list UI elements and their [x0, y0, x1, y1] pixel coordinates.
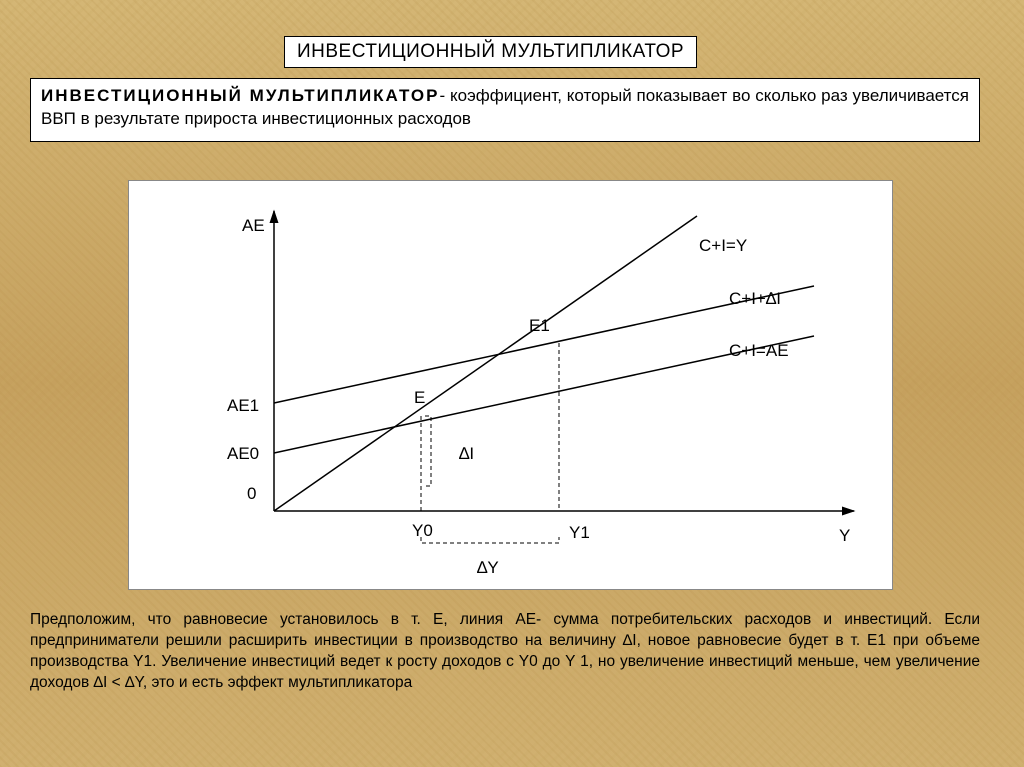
chart-svg: Y AE AE1 AE0 0 Y0 Y1 C+I=Y C+I+∆I C+I=AE E E1 ∆I ∆Y [129, 181, 894, 591]
y-tick-label: AE1 [227, 396, 259, 415]
chart-line-label-lower: C+I=AE [729, 341, 789, 360]
x-axis-label: Y [839, 526, 850, 545]
chart-panel: Y AE AE1 AE0 0 Y0 Y1 C+I=Y C+I+∆I C+I=AE E E1 ∆I ∆Y [128, 180, 893, 590]
bottom-text: Предположим, что равновесие установилось… [30, 611, 980, 691]
definition-term: ИНВЕСТИЦИОННЫЙ МУЛЬТИПЛИКАТОР [41, 86, 440, 105]
delta-i-label: ∆I [459, 444, 474, 463]
y-tick-label: AE0 [227, 444, 259, 463]
delta-y-label: ∆Y [477, 558, 499, 577]
delta-i-bracket [425, 416, 431, 486]
chart-line-label-upper: C+I+∆I [729, 289, 781, 308]
y-axis-label: AE [242, 216, 265, 235]
y-tick-label: 0 [247, 484, 256, 503]
chart-line-label-45deg: C+I=Y [699, 236, 747, 255]
title-text: ИНВЕСТИЦИОННЫЙ МУЛЬТИПЛИКАТОР [297, 41, 684, 62]
bottom-explanation: Предположим, что равновесие установилось… [30, 610, 980, 694]
page-title: ИНВЕСТИЦИОННЫЙ МУЛЬТИПЛИКАТОР [284, 36, 697, 68]
point-label-E: E [414, 388, 425, 407]
x-tick-label: Y1 [569, 523, 590, 542]
point-label-E1: E1 [529, 316, 550, 335]
delta-y-bracket [421, 537, 559, 543]
definition-box: ИНВЕСТИЦИОННЫЙ МУЛЬТИПЛИКАТОР- коэффицие… [30, 78, 980, 142]
chart-line-45deg [274, 216, 697, 511]
x-tick-label: Y0 [412, 521, 433, 540]
